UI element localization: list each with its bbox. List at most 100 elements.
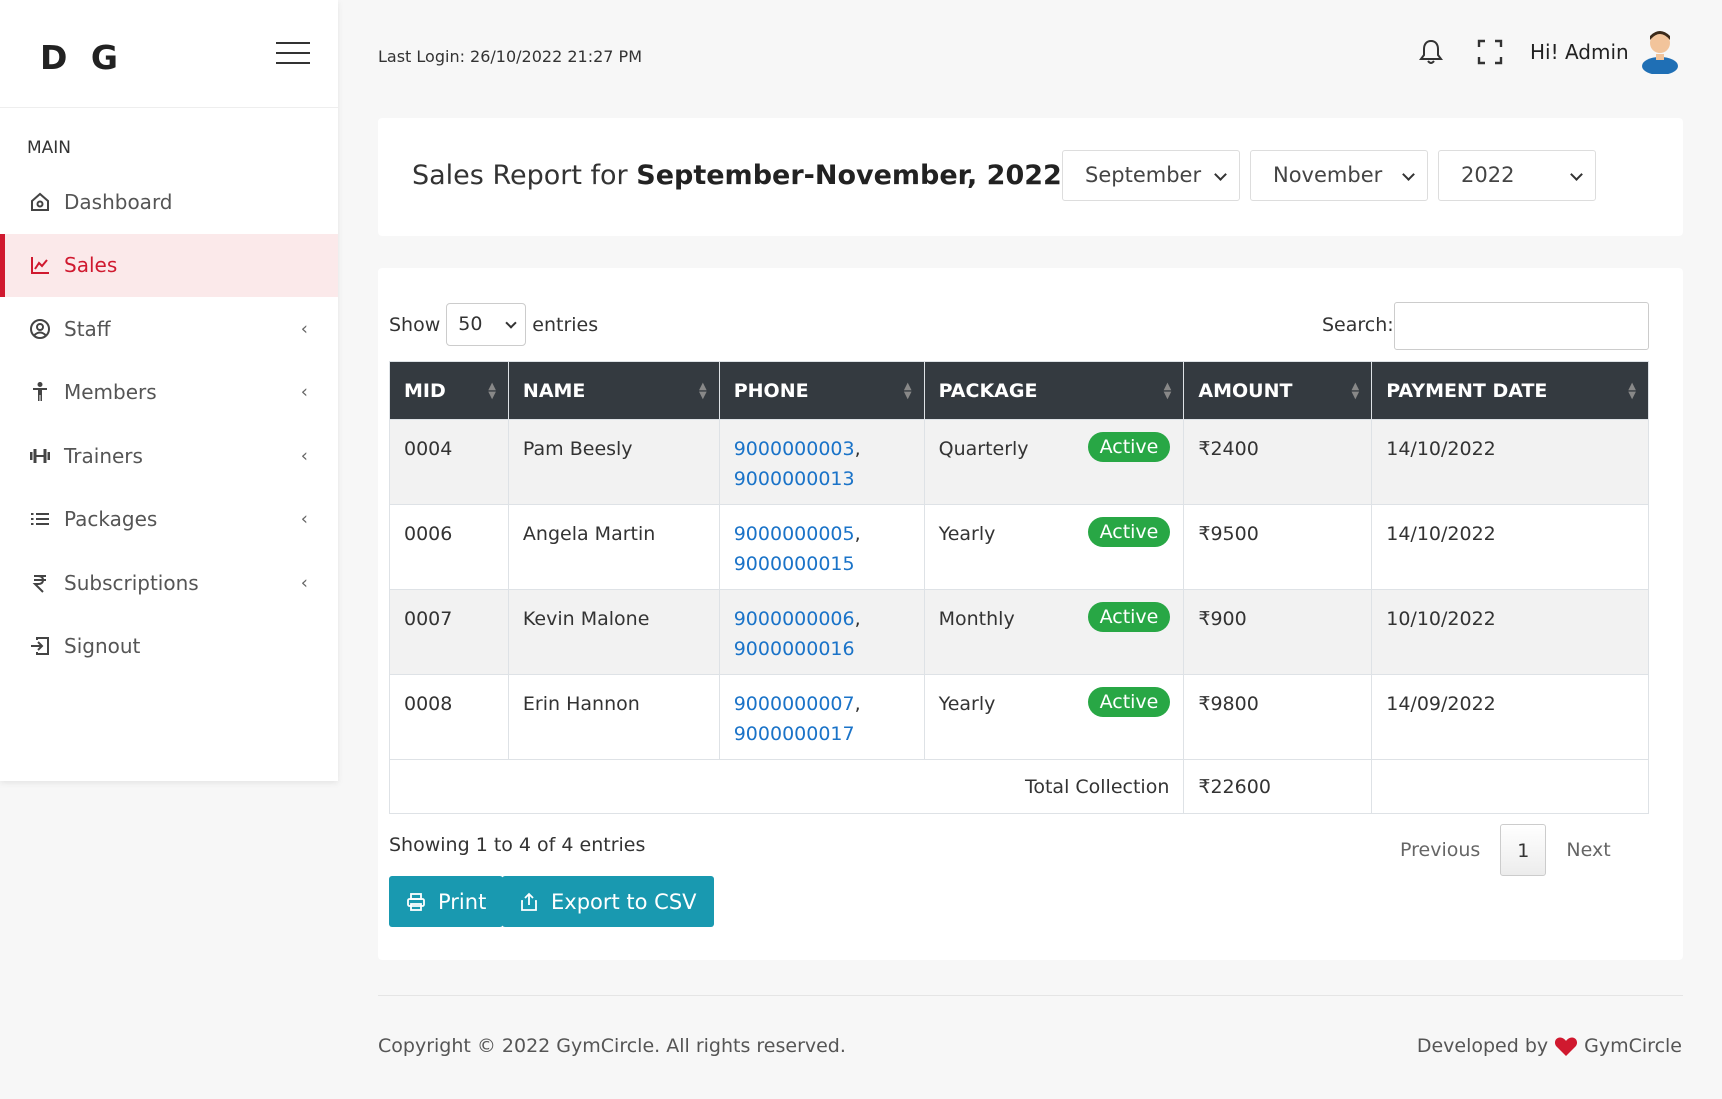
- cell-name: Angela Martin: [507, 504, 720, 590]
- copyright-text: Copyright © 2022 GymCircle. All rights r…: [378, 1035, 846, 1057]
- table-row[interactable]: 0008 Erin Hannon 9000000007, 9000000017 Year…: [389, 674, 1649, 760]
- total-label: Total Collection: [388, 759, 1185, 814]
- column-header-label: PHONE: [733, 379, 809, 402]
- total-empty-cell: [1371, 759, 1649, 814]
- sales-table-card: Show 50 entries Search: MID ▲ ▼ NAME ▲ ▼ PHONE…: [378, 268, 1683, 960]
- from-month-select[interactable]: September: [1062, 150, 1240, 201]
- avatar[interactable]: [1638, 26, 1682, 75]
- sort-icon: ▲ ▼: [699, 380, 707, 401]
- list-icon: [28, 507, 52, 531]
- phone-link[interactable]: 9000000007: [733, 693, 855, 715]
- entries-per-page-select[interactable]: 50: [446, 303, 527, 346]
- person-icon: [28, 380, 52, 404]
- chevron-left-icon: ‹: [300, 445, 308, 467]
- column-header-mid[interactable]: MID ▲ ▼: [389, 361, 509, 420]
- cell-amount: ₹900: [1183, 589, 1373, 675]
- page-title-prefix: Sales Report for: [412, 160, 637, 191]
- brand-logo[interactable]: D G: [40, 38, 124, 77]
- developed-by: Developed by GymCircle: [1417, 1035, 1682, 1057]
- table-info: Showing 1 to 4 of 4 entries: [389, 834, 646, 856]
- cell-package: Yearly Active: [923, 674, 1185, 760]
- column-header-name[interactable]: NAME ▲ ▼: [507, 361, 720, 420]
- cell-mid: 0008: [389, 674, 509, 760]
- developer-name[interactable]: GymCircle: [1584, 1035, 1682, 1057]
- sidebar-item-label: Staff: [64, 316, 111, 341]
- chart-line-icon: [28, 253, 52, 277]
- sidebar-item-label: Dashboard: [64, 189, 173, 214]
- sidebar-item-signout[interactable]: Signout: [0, 615, 338, 679]
- column-header-label: PACKAGE: [938, 379, 1038, 402]
- phone-separator: ,: [854, 438, 861, 460]
- sidebar-item-dashboard[interactable]: Dashboard: [0, 170, 338, 234]
- page-title: Sales Report for September-November, 202…: [412, 160, 1062, 191]
- entries-length-control: Show 50 entries: [389, 303, 598, 346]
- sidebar-item-label: Sales: [64, 253, 118, 278]
- sidebar: D G MAIN Dashboard Sales Staff ‹ Members ‹ Tra…: [0, 0, 338, 781]
- print-button[interactable]: Print: [389, 876, 504, 927]
- rupee-icon: [28, 571, 52, 595]
- column-header-payment-date[interactable]: PAYMENT DATE ▲ ▼: [1371, 361, 1649, 420]
- phone-link[interactable]: 9000000016: [733, 638, 855, 660]
- sidebar-item-label: Packages: [64, 507, 158, 532]
- sort-icon: ▲ ▼: [903, 380, 912, 401]
- phone-separator: ,: [854, 523, 861, 545]
- sidebar-item-subscriptions[interactable]: Subscriptions ‹: [0, 551, 338, 615]
- search-label: Search:: [1322, 314, 1394, 336]
- phone-link[interactable]: 9000000003: [733, 438, 855, 460]
- phone-link[interactable]: 9000000017: [733, 723, 855, 745]
- sidebar-section-label: MAIN: [27, 138, 72, 158]
- cell-phone: 9000000007, 9000000017: [718, 674, 925, 760]
- phone-link[interactable]: 9000000006: [733, 608, 855, 630]
- column-header-label: PAYMENT DATE: [1386, 379, 1548, 402]
- notification-bell-icon[interactable]: [1418, 38, 1444, 66]
- sort-icon: ▲ ▼: [1163, 380, 1172, 401]
- to-month-select[interactable]: November: [1250, 150, 1428, 201]
- page-title-range: September-November, 2022: [636, 160, 1062, 191]
- table-row[interactable]: 0007 Kevin Malone 9000000006, 9000000016 Mon…: [389, 589, 1649, 675]
- phone-separator: ,: [854, 693, 861, 715]
- cell-payment-date: 14/10/2022: [1371, 419, 1649, 505]
- pagination-previous[interactable]: Previous: [1400, 839, 1481, 861]
- sidebar-item-sales[interactable]: Sales: [0, 233, 338, 297]
- cell-name: Kevin Malone: [507, 589, 720, 675]
- phone-link[interactable]: 9000000005: [733, 523, 855, 545]
- hamburger-menu-icon[interactable]: [276, 42, 310, 66]
- sidebar-item-members[interactable]: Members ‹: [0, 361, 338, 425]
- cell-phone: 9000000005, 9000000015: [718, 504, 925, 590]
- export-label: Export to CSV: [551, 889, 697, 914]
- column-header-package[interactable]: PACKAGE ▲ ▼: [923, 361, 1185, 420]
- footer-divider: [378, 995, 1683, 996]
- table-row[interactable]: 0004 Pam Beesly 9000000003, 9000000013 Quart…: [389, 419, 1649, 505]
- sidebar-item-packages[interactable]: Packages ‹: [0, 488, 338, 552]
- search-input[interactable]: [1394, 302, 1649, 350]
- cell-amount: ₹2400: [1183, 419, 1373, 505]
- package-name: Yearly: [938, 523, 996, 545]
- fullscreen-icon[interactable]: [1476, 38, 1504, 66]
- cell-payment-date: 14/10/2022: [1371, 504, 1649, 590]
- cell-payment-date: 14/09/2022: [1371, 674, 1649, 760]
- column-header-amount[interactable]: AMOUNT ▲ ▼: [1183, 361, 1373, 420]
- export-csv-button[interactable]: Export to CSV: [502, 876, 714, 927]
- year-select[interactable]: 2022: [1438, 150, 1596, 201]
- brand-row: D G: [0, 0, 338, 108]
- sort-icon: ▲ ▼: [1628, 380, 1636, 401]
- table-row[interactable]: 0006 Angela Martin 9000000005, 9000000015 Ye…: [389, 504, 1649, 590]
- pagination-page-1[interactable]: 1: [1500, 824, 1547, 876]
- phone-link[interactable]: 9000000013: [733, 468, 855, 490]
- sidebar-item-staff[interactable]: Staff ‹: [0, 297, 338, 361]
- printer-icon: [407, 892, 425, 911]
- dumbbell-icon: [28, 444, 52, 468]
- developed-by-label: Developed by: [1416, 1035, 1549, 1057]
- export-icon: [521, 892, 537, 911]
- pagination-next[interactable]: Next: [1566, 839, 1611, 861]
- cell-package: Yearly Active: [923, 504, 1185, 590]
- sidebar-item-label: Signout: [64, 634, 141, 659]
- column-header-phone[interactable]: PHONE ▲ ▼: [718, 361, 925, 420]
- total-row: Total Collection ₹22600: [388, 759, 1649, 814]
- column-header-label: NAME: [522, 379, 586, 402]
- sidebar-item-trainers[interactable]: Trainers ‹: [0, 424, 338, 488]
- user-greeting[interactable]: Hi! Admin: [1530, 40, 1629, 64]
- chevron-left-icon: ‹: [300, 318, 308, 340]
- phone-separator: ,: [854, 608, 861, 630]
- phone-link[interactable]: 9000000015: [733, 553, 855, 575]
